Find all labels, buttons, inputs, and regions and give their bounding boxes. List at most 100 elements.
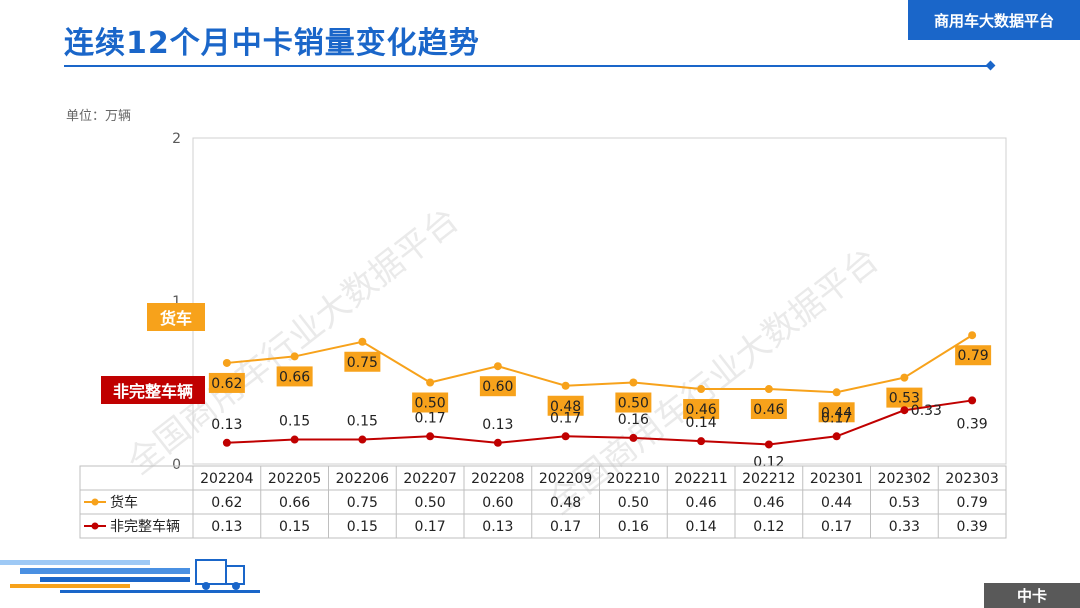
data-label: 0.60: [482, 379, 513, 395]
data-point: [222, 358, 231, 367]
x-tick-label: 202211: [674, 471, 727, 487]
table-cell: 0.44: [821, 495, 852, 511]
data-table: [79, 465, 1007, 539]
page-title: 连续12个月中卡销量变化趋势: [64, 26, 480, 61]
data-label-bg: [818, 402, 855, 423]
data-label: 0.46: [753, 402, 784, 418]
x-tick-label: 202301: [810, 471, 863, 487]
data-point: [764, 385, 773, 394]
table-cell: 0.15: [347, 519, 378, 535]
data-label: 0.33: [911, 403, 942, 419]
data-label: 0.53: [889, 391, 920, 407]
data-point: [290, 352, 299, 361]
data-label-bg: [750, 399, 787, 420]
data-point: [697, 385, 706, 394]
x-tick-label: 202209: [539, 471, 592, 487]
data-label: 0.16: [618, 412, 649, 428]
table-cell: 0.17: [821, 519, 852, 535]
data-point: [968, 331, 977, 340]
data-label: 0.13: [482, 417, 513, 433]
data-label-bg: [344, 351, 381, 372]
table-cell: 0.62: [211, 495, 242, 511]
table-cell: 0.48: [550, 495, 581, 511]
data-label: 0.39: [957, 416, 988, 432]
table-cell: 0.16: [618, 519, 649, 535]
data-point: [629, 433, 638, 442]
data-point: [968, 396, 977, 405]
data-point: [900, 406, 909, 415]
data-label: 0.17: [550, 410, 581, 426]
data-label: 0.79: [958, 348, 989, 364]
table-cell: 0.50: [415, 495, 446, 511]
x-tick-label: 202302: [878, 471, 931, 487]
x-tick-label: 202303: [945, 471, 998, 487]
data-label: 0.17: [821, 410, 852, 426]
data-label-bg: [615, 392, 652, 413]
data-point: [561, 432, 570, 441]
legend-marker: [91, 522, 99, 530]
data-point: [358, 435, 367, 444]
table-cell: 0.50: [618, 495, 649, 511]
table-cell: 0.46: [686, 495, 717, 511]
data-label: 0.46: [686, 402, 717, 418]
data-label-bg: [955, 345, 992, 366]
series-line-0: [226, 334, 973, 394]
data-point: [832, 388, 841, 397]
x-tick-label: 202207: [403, 471, 456, 487]
table-cell: 0.13: [482, 519, 513, 535]
series-tag-truck: 货车: [147, 303, 205, 331]
unit-label: 单位：万辆: [66, 109, 132, 124]
data-label-bg: [276, 366, 313, 387]
data-label: 0.14: [686, 415, 717, 431]
data-point: [697, 437, 706, 446]
truck-decoration: [0, 559, 260, 593]
data-label: 0.17: [415, 410, 446, 426]
data-point: [561, 381, 570, 390]
x-tick-label: 202204: [200, 471, 254, 487]
data-label: 0.66: [279, 369, 310, 385]
data-label-bg: [412, 392, 449, 413]
x-tick-label: 202212: [742, 471, 795, 487]
data-point: [832, 432, 841, 441]
brand-badge: 商用车大数据平台: [908, 0, 1080, 40]
table-cell: 0.13: [211, 519, 242, 535]
data-point: [426, 432, 435, 441]
data-point: [493, 362, 502, 371]
x-tick-label: 202208: [471, 471, 524, 487]
plot-area: [192, 137, 1007, 465]
y-tick-label: 1: [172, 294, 181, 310]
data-label: 0.44: [821, 405, 852, 421]
table-cell: 0.60: [482, 495, 513, 511]
data-point: [358, 337, 367, 346]
legend-marker: [91, 498, 99, 506]
data-label-bg: [547, 395, 584, 416]
table-cell: 0.53: [889, 495, 920, 511]
legend-label: 货车: [110, 494, 138, 511]
data-label: 0.15: [347, 414, 378, 430]
data-label-bg: [479, 376, 516, 397]
data-label: 0.50: [415, 396, 446, 412]
data-point: [290, 435, 299, 444]
table-cell: 0.46: [753, 495, 784, 511]
data-label-bg: [886, 387, 923, 408]
data-label: 0.48: [550, 399, 581, 415]
data-label: 0.12: [753, 454, 784, 470]
series-tag-incomplete-vehicle: 非完整车辆: [101, 376, 205, 404]
x-tick-label: 202205: [268, 471, 321, 487]
data-label: 0.13: [211, 417, 242, 433]
table-cell: 0.14: [686, 519, 717, 535]
data-label-bg: [683, 399, 720, 420]
table-cell: 0.33: [889, 519, 920, 535]
data-point: [426, 378, 435, 387]
data-label-bg: [208, 372, 245, 393]
data-label: 0.50: [618, 396, 649, 412]
data-point: [629, 378, 638, 387]
x-tick-label: 202210: [607, 471, 660, 487]
category-tag: 中卡: [984, 583, 1080, 608]
table-cell: 0.79: [957, 495, 988, 511]
data-point: [222, 438, 231, 447]
table-cell: 0.17: [550, 519, 581, 535]
table-cell: 0.75: [347, 495, 378, 511]
data-point: [493, 438, 502, 447]
